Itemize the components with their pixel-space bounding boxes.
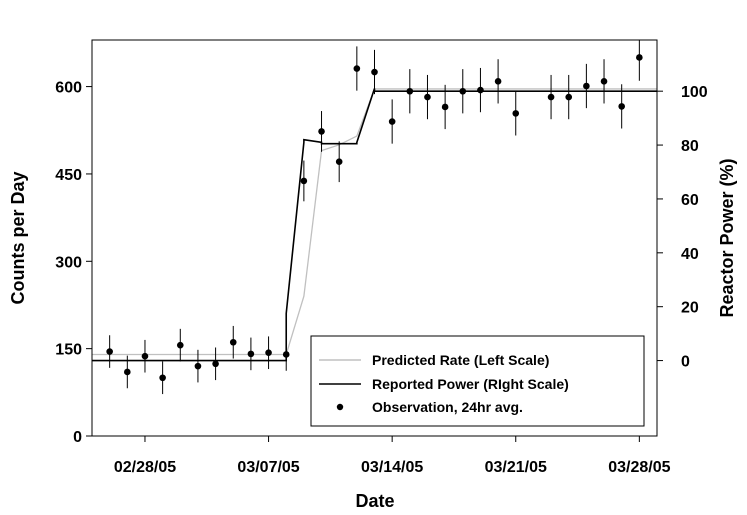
observation-point-28 xyxy=(618,103,625,110)
observation-point-20 xyxy=(459,87,467,95)
observation-point-19 xyxy=(441,103,449,111)
y-right-tick-label-4: 80 xyxy=(681,138,699,155)
x-tick-label-1: 03/07/05 xyxy=(237,459,299,476)
observation-point-25 xyxy=(565,93,573,101)
y-left-tick-label-1: 150 xyxy=(55,342,82,359)
legend: Predicted Rate (Left Scale) Reported Pow… xyxy=(310,335,645,427)
x-tick-label-2: 03/14/05 xyxy=(361,459,423,476)
y-left-tick-label-0: 0 xyxy=(73,429,82,446)
observation-point-17 xyxy=(406,87,414,95)
observation-point-26 xyxy=(583,82,590,90)
observation-point-6 xyxy=(212,360,219,368)
observation-point-15 xyxy=(371,68,378,76)
observation-point-13 xyxy=(335,158,343,166)
observation-point-7 xyxy=(229,338,237,346)
plot-frame xyxy=(91,39,658,437)
y-left-axis-title: Counts per Day xyxy=(8,171,28,304)
observation-point-3 xyxy=(159,374,166,382)
y-left-tick-label-2: 300 xyxy=(55,254,82,271)
observation-point-29 xyxy=(636,54,643,61)
observation-point-22 xyxy=(494,78,502,85)
legend-marker-observation xyxy=(336,403,344,411)
x-tick-label-0: 02/28/05 xyxy=(114,459,176,476)
x-tick-label-3: 03/21/05 xyxy=(485,459,547,476)
observation-point-2 xyxy=(141,352,149,360)
observation-point-21 xyxy=(477,86,484,94)
observation-point-18 xyxy=(424,93,431,101)
observation-point-27 xyxy=(600,78,608,85)
y-right-tick-label-2: 40 xyxy=(681,246,699,263)
observation-point-12 xyxy=(318,128,325,135)
observation-point-11 xyxy=(300,177,308,185)
observation-point-16 xyxy=(388,118,396,125)
y-right-tick-label-5: 100 xyxy=(681,84,708,101)
observation-point-5 xyxy=(194,362,202,370)
y-right-tick-label-3: 60 xyxy=(681,192,699,209)
legend-label-observation: Observation, 24hr avg. xyxy=(372,399,523,415)
observation-point-4 xyxy=(176,341,184,349)
axes: 02/28/05 03/07/05 03/14/05 03/21/05 03/28/05… xyxy=(55,80,708,476)
x-axis-title: Date xyxy=(355,491,394,511)
y-right-tick-label-0: 0 xyxy=(681,354,690,371)
legend-label-predicted: Predicted Rate (Left Scale) xyxy=(372,352,549,368)
observation-point-1 xyxy=(124,368,131,376)
observation-point-9 xyxy=(265,349,272,357)
y-right-axis-title: Reactor Power (%) xyxy=(717,158,737,317)
observation-point-0 xyxy=(106,348,113,355)
y-right-tick-label-1: 20 xyxy=(681,300,699,317)
plot-area xyxy=(92,40,657,395)
observation-point-14 xyxy=(353,65,361,72)
y-left-tick-label-3: 450 xyxy=(55,167,82,184)
observation-point-8 xyxy=(247,350,255,358)
x-tick-label-4: 03/28/05 xyxy=(608,459,670,476)
observation-point-10 xyxy=(282,351,290,358)
legend-box xyxy=(310,335,645,427)
y-left-tick-label-4: 600 xyxy=(55,80,82,97)
legend-label-reported: Reported Power (RIght Scale) xyxy=(372,376,569,392)
observation-point-23 xyxy=(512,110,520,117)
observation-point-24 xyxy=(547,93,555,101)
